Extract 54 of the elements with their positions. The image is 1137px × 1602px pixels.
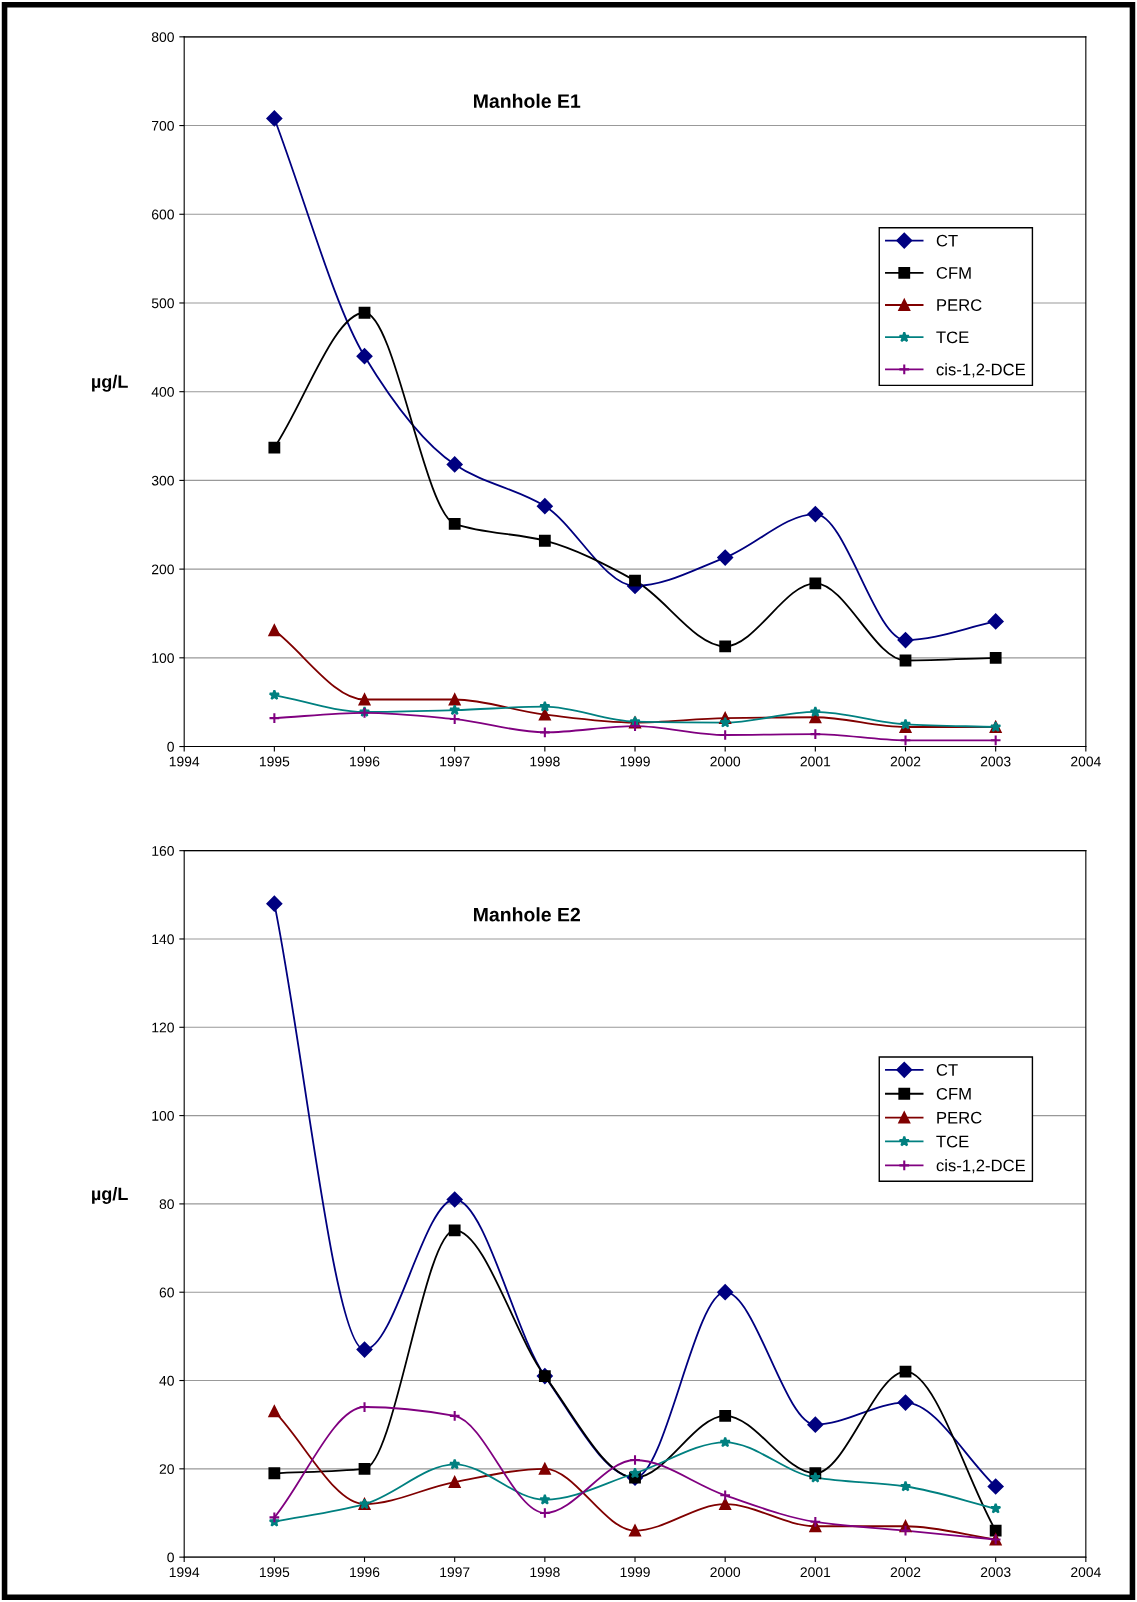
x-tick-label: 2001 [800, 756, 831, 767]
legend-label: cis-1,2-DCE [936, 363, 1026, 378]
y-tick-label: 600 [152, 209, 174, 220]
x-tick-label: 2002 [890, 1567, 921, 1578]
x-tick-label: 2004 [1071, 1567, 1101, 1578]
legend-label: cis-1,2-DCE [936, 1159, 1026, 1174]
y-tick-label: 20 [159, 1464, 174, 1474]
x-tick-label: 1994 [169, 1567, 200, 1578]
text: Manhole E1 [474, 93, 581, 109]
x-tick-label: 1998 [530, 756, 560, 767]
legend-label: CFM [936, 1087, 971, 1100]
x-tick-label: 1999 [620, 1567, 650, 1578]
x-tick-label: 2003 [980, 1567, 1011, 1578]
x-tick-label: 1996 [350, 756, 380, 767]
y-tick-label: 400 [151, 387, 174, 397]
x-tick-label: 1995 [259, 756, 290, 767]
x-tick-label: 1997 [440, 756, 470, 767]
y-tick-label: 40 [159, 1375, 174, 1386]
y-tick-label: 700 [152, 120, 174, 131]
legend-label: CT [936, 1064, 958, 1076]
legend-label: CT [936, 234, 958, 247]
x-tick-label: 2000 [710, 1567, 741, 1578]
y-axis-title: µg/L [92, 374, 128, 392]
y-tick-label: 100 [152, 1110, 174, 1121]
y-tick-label: 800 [151, 32, 174, 43]
y-tick-label: 140 [152, 934, 174, 945]
x-tick-label: 1998 [530, 1567, 560, 1578]
legend-label: PERC [937, 1111, 982, 1124]
x-tick-label: 2001 [800, 1567, 831, 1578]
y-tick-label: 300 [151, 475, 174, 486]
legend-label: TCE [936, 331, 969, 344]
y-tick-label: 60 [159, 1287, 174, 1298]
legend-label: TCE [936, 1135, 969, 1148]
x-tick-label: 1996 [350, 1567, 380, 1578]
x-tick-label: 1995 [259, 1567, 290, 1578]
x-tick-label: 1999 [620, 756, 650, 767]
x-tick-label: 2004 [1071, 756, 1101, 767]
x-tick-label: 2000 [710, 756, 741, 767]
y-tick-label: 0 [167, 741, 174, 752]
y-tick-label: 120 [152, 1022, 174, 1033]
x-tick-label: 2003 [980, 756, 1011, 767]
legend-label: PERC [937, 299, 982, 311]
y-tick-label: 80 [159, 1199, 174, 1210]
x-tick-label: 1994 [169, 756, 200, 767]
y-tick-label: 0 [167, 1552, 174, 1563]
y-axis-title: µg/L [92, 1186, 128, 1204]
x-tick-label: 2002 [890, 756, 921, 767]
text: Manhole E2 [474, 907, 580, 922]
y-tick-label: 160 [152, 846, 174, 856]
legend-label: CFM [936, 267, 971, 279]
y-tick-label: 200 [152, 564, 174, 575]
x-tick-label: 1997 [440, 1567, 470, 1578]
y-tick-label: 100 [152, 653, 174, 663]
y-tick-label: 500 [151, 298, 174, 309]
